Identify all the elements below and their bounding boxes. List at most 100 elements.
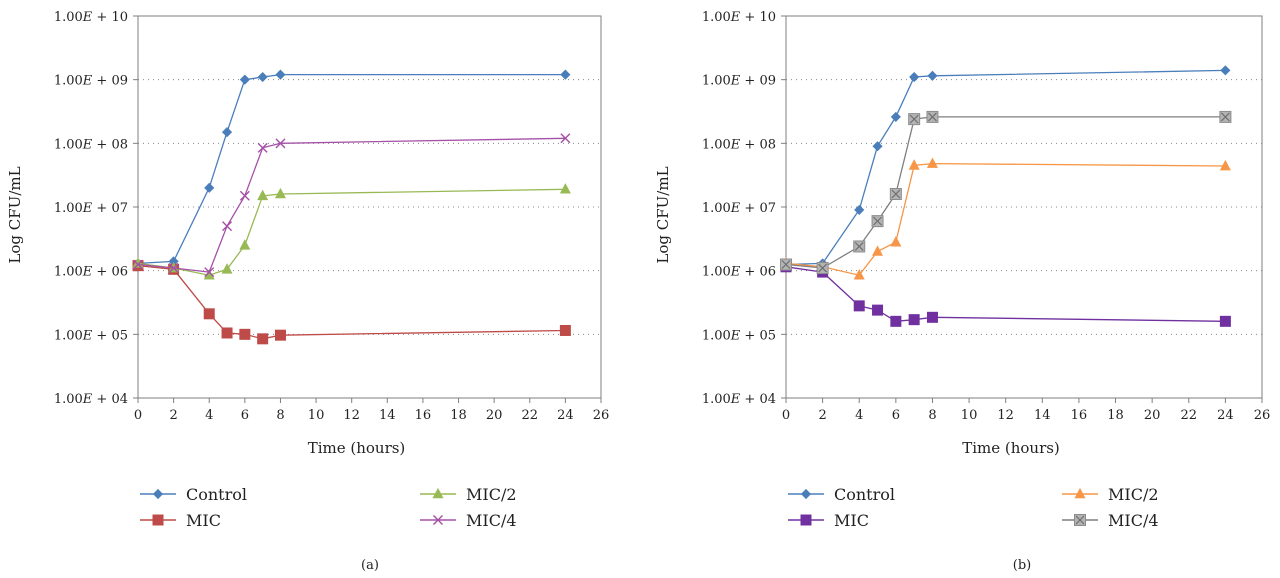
series-mic-4 (780, 110, 1232, 275)
x-tick-label: 22 (1180, 408, 1197, 423)
y-axis-title: Log CFU/mL (654, 166, 672, 263)
series-line (137, 137, 566, 273)
series-line (785, 266, 1226, 322)
data-point (239, 190, 250, 201)
x-tick-label: 14 (1034, 408, 1051, 423)
data-point (872, 141, 883, 152)
x-tick-label: 24 (557, 408, 574, 423)
x-tick-label: 0 (782, 408, 790, 423)
legend-label: MIC/4 (1108, 511, 1159, 530)
x-tick-label: 8 (276, 408, 284, 423)
x-tick-label: 6 (892, 408, 900, 423)
legend-label: MIC/2 (466, 485, 517, 504)
data-point (257, 71, 268, 83)
y-tick-label: 1.00E + 05 (54, 328, 128, 343)
data-point (926, 110, 939, 123)
series-control (132, 69, 571, 269)
y-tick-label: 1.00E + 04 (54, 392, 128, 407)
y-tick-label: 1.00E + 06 (54, 265, 128, 280)
series-mic (780, 261, 1231, 327)
x-tick-label: 2 (169, 408, 177, 423)
data-point (257, 189, 269, 201)
legend-marker (152, 514, 164, 526)
legend-marker (800, 488, 812, 500)
data-point (559, 183, 571, 194)
data-point (890, 236, 902, 247)
x-tick-label: 4 (205, 408, 213, 423)
data-point (926, 311, 938, 323)
chart-panel-b: 1.00E + 04 1.00E + 05 1.00E + 06 1.00E + 07… (654, 10, 1270, 573)
data-point (221, 127, 233, 138)
data-point (853, 240, 866, 253)
x-tick-label: 14 (379, 408, 396, 423)
y-tick-label: 1.00E + 09 (54, 74, 128, 89)
legend-item: MIC (140, 511, 221, 530)
data-point (908, 113, 921, 126)
legend-label: MIC/4 (466, 511, 517, 530)
x-tick-label: 10 (961, 408, 978, 423)
data-point (872, 245, 884, 256)
x-tick-label: 26 (593, 408, 610, 423)
series-mic-2 (132, 183, 571, 280)
legend-item: MIC/4 (420, 511, 517, 530)
data-point (204, 267, 215, 278)
data-point (854, 204, 865, 215)
data-point (909, 71, 920, 83)
x-tick-label: 18 (450, 408, 467, 423)
data-point (890, 111, 901, 122)
x-tick-label: 22 (521, 408, 538, 423)
x-tick-label: 0 (134, 408, 142, 423)
data-point (1219, 159, 1231, 171)
legend-item: Control (788, 485, 895, 504)
x-tick-label: 16 (1071, 408, 1088, 423)
data-point (257, 142, 268, 153)
x-tick-label: 12 (997, 408, 1014, 423)
data-point (816, 262, 829, 275)
legend-item: MIC (788, 511, 869, 530)
series-line (785, 162, 1226, 276)
series-mic (132, 260, 571, 345)
data-point (239, 239, 251, 250)
y-tick-label: 1.00E + 07 (54, 201, 128, 216)
legend-label: Control (834, 485, 895, 504)
legend-item: MIC/2 (420, 485, 517, 504)
series-mic-2 (780, 157, 1231, 280)
data-point (274, 187, 286, 199)
y-tick-label: 1.00E + 10 (702, 10, 776, 25)
x-tick-label: 26 (1254, 408, 1271, 423)
x-tick-label: 6 (241, 408, 249, 423)
data-point (275, 138, 286, 149)
panel-label: (b) (1013, 558, 1031, 573)
legend-marker (1074, 514, 1086, 526)
data-point (222, 221, 233, 232)
series-line (137, 264, 566, 340)
legend-marker (800, 514, 812, 526)
chart-panel-a: 1.00E + 04 1.00E + 05 1.00E + 06 1.00E + 07… (6, 10, 609, 573)
x-tick-label: 10 (308, 408, 325, 423)
data-point (853, 269, 865, 280)
x-tick-label: 20 (486, 408, 503, 423)
x-tick-label: 8 (928, 408, 936, 423)
data-point (239, 328, 251, 340)
data-point (133, 259, 143, 270)
y-tick-label: 1.00E + 04 (702, 392, 776, 407)
data-point (168, 263, 179, 274)
data-point (559, 324, 571, 336)
data-point (274, 329, 286, 341)
data-point (908, 314, 920, 326)
y-tick-label: 1.00E + 09 (702, 74, 776, 89)
series-line (137, 73, 566, 265)
series-mic-4 (133, 133, 571, 278)
x-tick-label: 18 (1107, 408, 1124, 423)
series-line (785, 69, 1226, 266)
data-point (889, 188, 902, 201)
data-point (239, 74, 250, 85)
x-tick-label: 24 (1217, 408, 1234, 423)
data-point (780, 258, 792, 271)
legend: Control MIC MIC/2 MIC/4 (140, 485, 517, 530)
x-axis-title: Time (hours) (308, 439, 406, 457)
legend-item: Control (140, 485, 247, 504)
x-tick-label: 2 (818, 408, 826, 423)
series-line (785, 116, 1226, 269)
panel-label: (a) (361, 558, 379, 573)
